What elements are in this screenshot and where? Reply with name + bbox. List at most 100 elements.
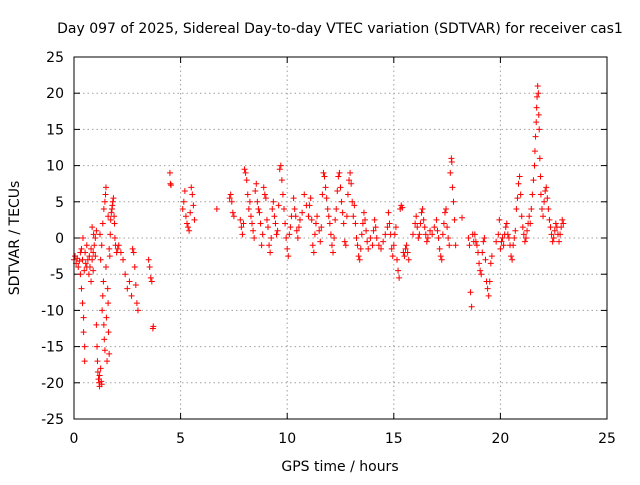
- data-point: [75, 263, 82, 270]
- data-point: [90, 249, 97, 256]
- y-tick-label: 15: [46, 122, 64, 138]
- data-point: [273, 231, 280, 238]
- data-point: [277, 162, 284, 169]
- data-point: [388, 245, 395, 252]
- data-point: [521, 238, 528, 245]
- y-tick-label: 20: [46, 86, 64, 102]
- data-point: [503, 220, 510, 227]
- data-point: [468, 303, 475, 310]
- data-point: [528, 206, 535, 213]
- data-point: [97, 231, 104, 238]
- data-point: [80, 314, 87, 321]
- data-point: [307, 195, 314, 202]
- data-point: [344, 191, 351, 198]
- data-point: [301, 191, 308, 198]
- data-point: [269, 206, 276, 213]
- data-point: [546, 216, 553, 223]
- data-point: [274, 227, 281, 234]
- data-point: [452, 242, 459, 249]
- data-point: [447, 169, 454, 176]
- data-point: [524, 227, 531, 234]
- data-point: [262, 195, 269, 202]
- data-point: [552, 220, 559, 227]
- data-point: [340, 220, 347, 227]
- data-point: [346, 177, 353, 184]
- data-point: [418, 209, 425, 216]
- data-point: [85, 271, 92, 278]
- data-point: [99, 220, 106, 227]
- data-point: [351, 202, 358, 209]
- data-point: [111, 220, 118, 227]
- data-point: [249, 220, 256, 227]
- data-point: [371, 216, 378, 223]
- data-point: [80, 329, 87, 336]
- data-point: [120, 256, 127, 263]
- data-point: [327, 231, 334, 238]
- data-point: [545, 206, 552, 213]
- data-point: [82, 249, 89, 256]
- data-point: [419, 206, 426, 213]
- data-point: [314, 213, 321, 220]
- data-point: [436, 245, 443, 252]
- data-point: [130, 249, 137, 256]
- data-point: [296, 216, 303, 223]
- data-point: [337, 184, 344, 191]
- data-point: [244, 191, 251, 198]
- data-point: [145, 256, 152, 263]
- data-point: [295, 224, 302, 231]
- chart-title: Day 097 of 2025, Sidereal Day-to-day VTE…: [57, 21, 623, 37]
- data-point: [321, 173, 328, 180]
- data-point: [392, 224, 399, 231]
- data-point: [254, 198, 261, 205]
- data-point: [365, 245, 372, 252]
- data-point: [385, 209, 392, 216]
- data-point: [275, 202, 282, 209]
- data-point: [126, 278, 133, 285]
- data-point: [556, 238, 563, 245]
- data-point: [97, 256, 104, 263]
- data-point: [243, 177, 250, 184]
- data-point: [482, 256, 489, 263]
- data-point: [79, 235, 86, 241]
- data-point: [557, 231, 564, 238]
- data-point: [326, 220, 333, 227]
- data-point: [423, 238, 430, 245]
- data-point: [543, 184, 550, 191]
- data-points: [71, 82, 567, 390]
- data-point: [81, 358, 88, 365]
- data-point: [417, 220, 424, 227]
- data-point: [291, 206, 298, 213]
- data-point: [476, 260, 483, 267]
- data-point: [335, 173, 342, 180]
- data-point: [86, 253, 93, 260]
- data-point: [533, 104, 540, 111]
- data-point: [105, 300, 112, 307]
- data-point: [267, 249, 274, 256]
- data-point: [282, 220, 289, 227]
- data-point: [181, 187, 188, 194]
- data-point: [94, 343, 101, 350]
- data-point: [106, 253, 113, 260]
- axis-ticks: 0 5 10 15 20 25 -25 -20 -15 -10 -5 0 5 10 15 20 25: [41, 50, 616, 447]
- data-point: [255, 206, 262, 213]
- data-point: [478, 271, 485, 278]
- data-point: [94, 358, 101, 365]
- data-point: [281, 206, 288, 213]
- data-point: [414, 224, 421, 231]
- x-tick-label: 20: [491, 431, 509, 447]
- data-point: [435, 235, 442, 241]
- data-point: [531, 148, 538, 155]
- data-point: [486, 278, 493, 285]
- data-point: [373, 235, 380, 241]
- data-point: [258, 242, 265, 249]
- data-point: [440, 220, 447, 227]
- data-point: [439, 231, 446, 238]
- data-point: [399, 204, 406, 211]
- data-point: [502, 224, 509, 231]
- y-tick-label: 5: [55, 195, 64, 211]
- data-point: [513, 206, 520, 213]
- data-point: [495, 231, 502, 238]
- data-point: [549, 238, 556, 245]
- y-tick-label: -15: [41, 340, 64, 356]
- data-point: [358, 231, 365, 238]
